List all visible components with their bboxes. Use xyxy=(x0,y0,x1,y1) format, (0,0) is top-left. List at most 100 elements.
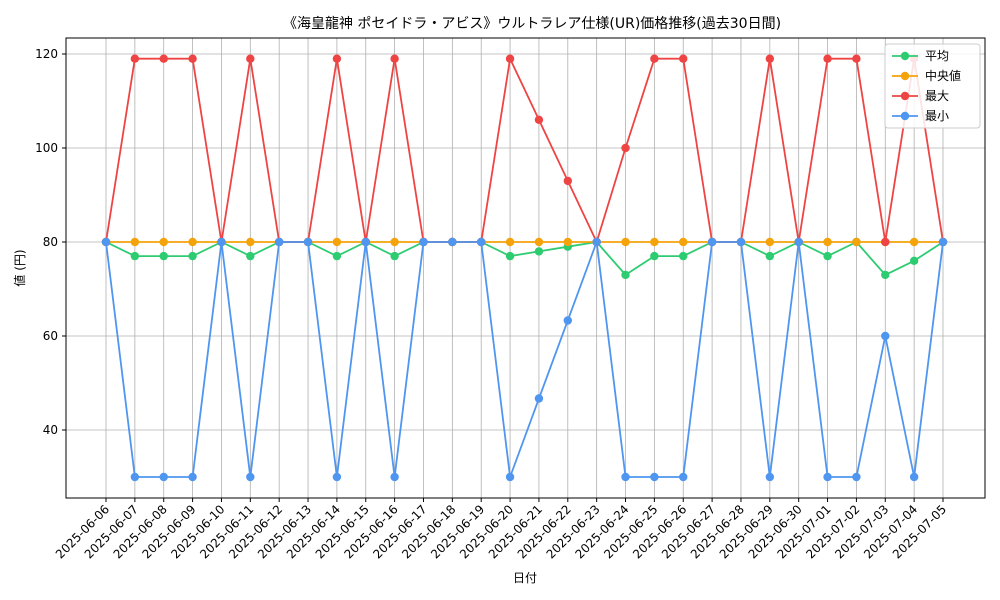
data-point xyxy=(563,237,572,247)
legend-label: 中央値 xyxy=(925,68,961,83)
data-point xyxy=(188,472,197,482)
data-point xyxy=(159,472,168,482)
data-point xyxy=(650,472,659,482)
data-point xyxy=(765,237,775,247)
data-point xyxy=(390,54,399,63)
data-point xyxy=(159,54,168,63)
data-point xyxy=(650,237,659,247)
legend-label: 最大 xyxy=(925,89,949,103)
plot-area-frame xyxy=(65,37,986,499)
data-point xyxy=(217,237,226,247)
data-point xyxy=(679,472,688,482)
data-point xyxy=(448,237,457,247)
data-point xyxy=(823,237,832,247)
data-point xyxy=(332,54,342,63)
data-point xyxy=(130,472,140,482)
data-point xyxy=(505,472,515,482)
y-tick-label: 100 xyxy=(35,141,58,155)
data-point xyxy=(188,54,197,63)
data-point xyxy=(246,54,255,63)
y-tick-label: 40 xyxy=(43,423,58,437)
data-point xyxy=(332,237,342,247)
data-point xyxy=(881,331,890,341)
series-line xyxy=(105,241,944,276)
data-point xyxy=(621,143,630,153)
series-line xyxy=(105,241,944,478)
data-point xyxy=(159,251,168,261)
data-point xyxy=(592,237,601,247)
data-point xyxy=(736,237,746,247)
data-point xyxy=(852,237,861,247)
data-point xyxy=(130,237,140,247)
data-point xyxy=(505,237,515,247)
data-point xyxy=(101,237,111,247)
data-point xyxy=(505,251,515,261)
data-point xyxy=(823,54,832,63)
data-point xyxy=(881,270,890,280)
data-point xyxy=(246,237,255,247)
data-point xyxy=(188,251,197,261)
data-point xyxy=(823,472,832,482)
data-point xyxy=(130,54,140,63)
data-point xyxy=(909,237,919,247)
data-point xyxy=(332,472,342,482)
data-point xyxy=(419,237,428,247)
legend-box xyxy=(884,43,981,129)
data-point xyxy=(852,472,861,482)
data-point xyxy=(534,115,544,125)
legend-label: 最小 xyxy=(925,109,949,123)
data-point xyxy=(477,237,486,247)
data-point xyxy=(707,237,717,247)
y-tick-label: 80 xyxy=(43,235,58,249)
data-point xyxy=(303,237,313,247)
data-point xyxy=(246,472,255,482)
x-axis-title: 日付 xyxy=(513,571,537,585)
data-point xyxy=(534,237,544,247)
data-point xyxy=(563,316,572,325)
data-point xyxy=(274,237,284,247)
legend-swatch-marker xyxy=(900,111,910,121)
series-layer xyxy=(101,54,948,482)
data-point xyxy=(130,251,140,261)
data-point xyxy=(361,237,370,247)
data-point xyxy=(765,251,775,261)
legend-swatch-marker xyxy=(900,91,910,101)
y-tick-label: 120 xyxy=(35,47,58,61)
data-point xyxy=(534,247,544,256)
data-point xyxy=(390,237,399,247)
data-point xyxy=(794,237,803,247)
legend-label: 平均 xyxy=(925,49,949,63)
data-point xyxy=(765,472,775,482)
legend-swatch-marker xyxy=(900,71,910,81)
data-point xyxy=(679,237,688,247)
data-point xyxy=(938,237,948,247)
data-point xyxy=(621,237,630,247)
data-point xyxy=(534,394,544,403)
data-point xyxy=(332,251,342,261)
data-point xyxy=(765,54,775,63)
data-point xyxy=(188,237,197,247)
data-point xyxy=(650,251,659,261)
data-point xyxy=(246,251,255,261)
data-point xyxy=(159,237,168,247)
data-point xyxy=(563,176,572,186)
data-point xyxy=(390,472,399,482)
y-axis-title: 値 (円) xyxy=(12,249,27,286)
data-point xyxy=(679,54,688,63)
data-point xyxy=(621,472,630,482)
data-point xyxy=(852,54,861,63)
data-point xyxy=(823,251,832,261)
legend-swatch-marker xyxy=(900,51,910,61)
data-point xyxy=(621,270,630,280)
data-point xyxy=(679,251,688,261)
data-point xyxy=(909,256,919,265)
data-point xyxy=(390,251,399,261)
series-line xyxy=(105,57,944,243)
grid-layer xyxy=(66,38,985,498)
data-point xyxy=(505,54,515,63)
chart-title: 《海皇龍神 ポセイドラ・アビス》ウルトラレア仕様(UR)価格推移(過去30日間) xyxy=(283,15,781,32)
series-3 xyxy=(101,237,948,482)
